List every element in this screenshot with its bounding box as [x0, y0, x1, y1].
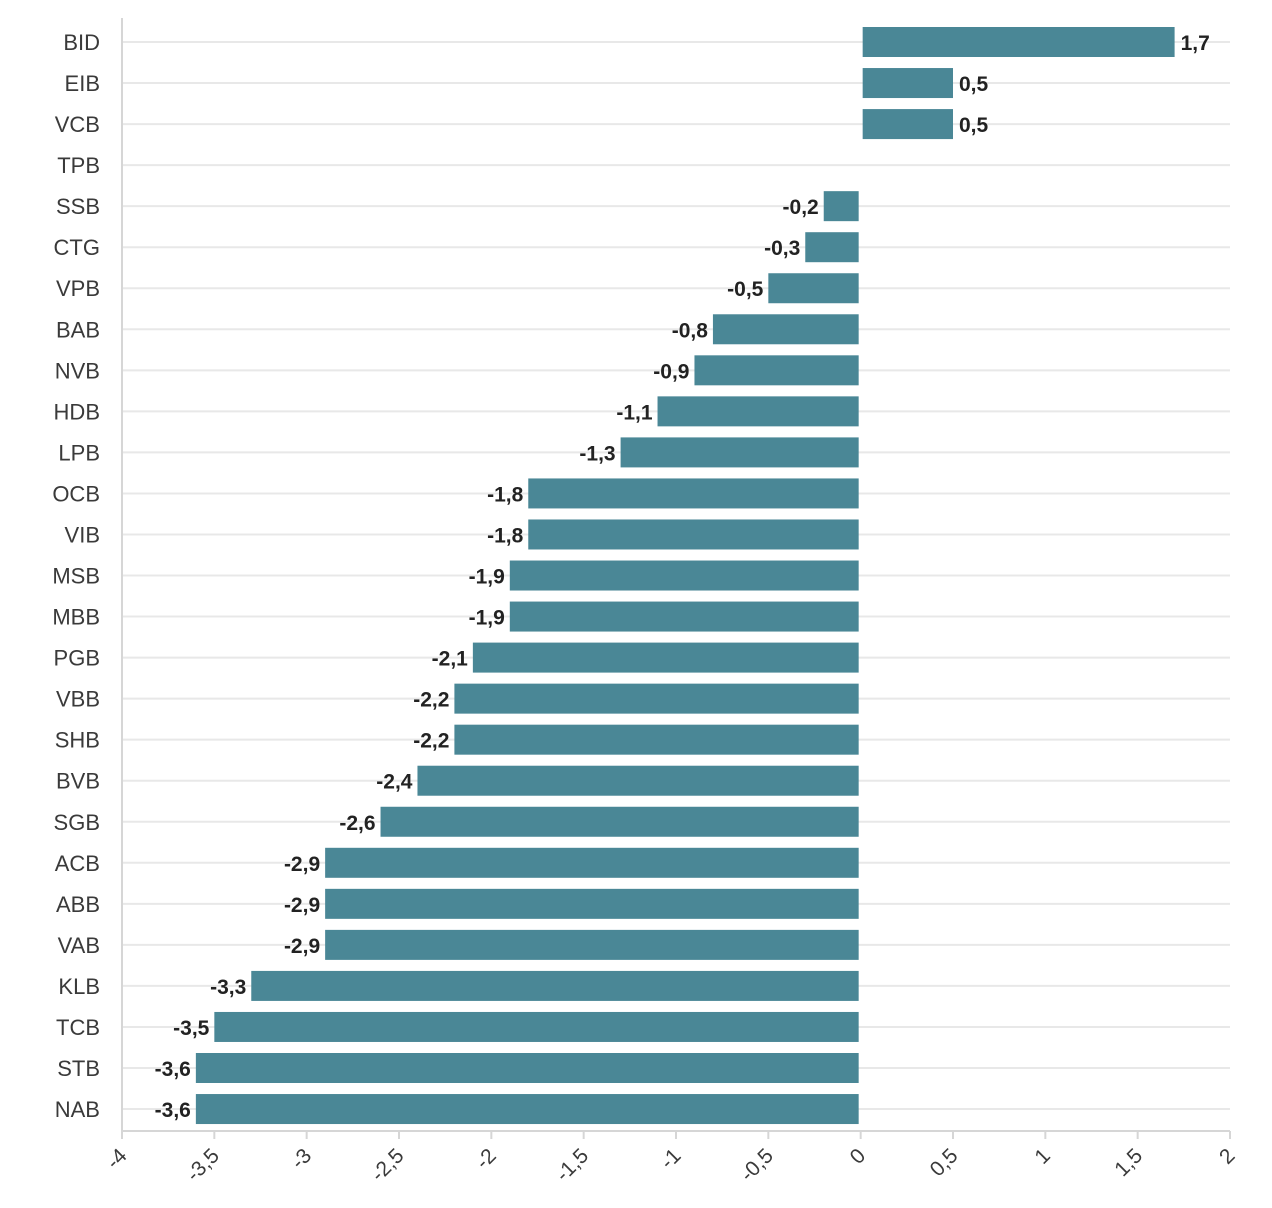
value-label-bab: -0,8	[672, 319, 709, 342]
category-label-ctg: CTG	[54, 235, 100, 260]
x-tick-label: -2,5	[367, 1144, 409, 1186]
category-label-ocb: OCB	[52, 481, 100, 506]
value-label-nvb: -0,9	[653, 360, 689, 383]
category-label-abb: ABB	[56, 892, 100, 917]
value-label-stb: -3,6	[155, 1058, 191, 1081]
category-label-mbb: MBB	[52, 605, 100, 630]
category-label-acb: ACB	[55, 851, 100, 876]
value-label-tcb: -3,5	[173, 1017, 210, 1040]
category-label-vcb: VCB	[55, 112, 100, 137]
bar-nvb	[694, 355, 859, 386]
value-label-acb: -2,9	[284, 853, 320, 876]
x-tick-label: -4	[102, 1144, 132, 1174]
category-label-vbb: VBB	[56, 687, 100, 712]
value-label-sgb: -2,6	[339, 812, 375, 835]
bar-shb	[454, 724, 859, 755]
category-labels: BID EIB VCB TPB SSB CTG VPB BAB NVB HDB LPB OCB VIB M…	[52, 30, 100, 1122]
bar-vab	[325, 929, 859, 960]
value-label-ctg: -0,3	[764, 237, 800, 260]
category-label-klb: KLB	[58, 974, 100, 999]
category-label-shb: SHB	[55, 728, 100, 753]
value-label-nab: -3,6	[155, 1099, 191, 1122]
category-label-eib: EIB	[65, 71, 100, 96]
bar-vpb	[768, 273, 859, 304]
category-label-bvb: BVB	[56, 769, 100, 794]
bar-vcb	[862, 109, 953, 140]
value-label-ocb: -1,8	[487, 483, 524, 506]
bar-vbb	[454, 683, 859, 714]
value-label-lpb: -1,3	[579, 442, 615, 465]
bars	[195, 27, 1175, 1125]
category-label-pgb: PGB	[54, 646, 100, 671]
value-label-mbb: -1,9	[469, 607, 505, 630]
x-tick-label: 0	[846, 1144, 871, 1169]
value-label-bvb: -2,4	[376, 771, 413, 794]
value-label-ssb: -0,2	[783, 196, 819, 219]
x-tick-label: 1	[1030, 1144, 1055, 1169]
value-label-hdb: -1,1	[616, 401, 653, 424]
value-label-msb: -1,9	[469, 566, 505, 589]
bar-bvb	[417, 765, 859, 796]
category-label-bab: BAB	[56, 317, 100, 342]
bar-tcb	[214, 1011, 859, 1042]
category-label-lpb: LPB	[58, 440, 100, 465]
bar-ssb	[823, 191, 859, 222]
bar-acb	[325, 847, 859, 878]
category-label-vab: VAB	[58, 933, 100, 958]
x-tick-label: -1,5	[551, 1144, 593, 1186]
category-label-hdb: HDB	[54, 399, 100, 424]
value-label-pgb: -2,1	[432, 648, 469, 671]
bar-mbb	[509, 601, 859, 632]
category-label-msb: MSB	[52, 564, 100, 589]
category-label-ssb: SSB	[56, 194, 100, 219]
bar-klb	[251, 970, 859, 1001]
category-label-nab: NAB	[55, 1097, 100, 1122]
value-label-vbb: -2,2	[413, 689, 449, 712]
bar-bab	[712, 314, 859, 345]
x-tick-label: -3	[287, 1144, 316, 1173]
value-label-klb: -3,3	[210, 976, 246, 999]
x-tick-label: -1	[656, 1144, 685, 1173]
category-label-tpb: TPB	[57, 153, 100, 178]
value-label-vcb: 0,5	[959, 114, 989, 137]
value-label-vab: -2,9	[284, 935, 320, 958]
x-tick-label: 1,5	[1110, 1144, 1147, 1181]
value-label-eib: 0,5	[959, 73, 989, 96]
category-label-bid: BID	[63, 30, 100, 55]
bar-pgb	[472, 642, 859, 673]
bar-nab	[195, 1094, 859, 1125]
x-tick-label: -3,5	[182, 1144, 224, 1186]
category-label-vpb: VPB	[56, 276, 100, 301]
bar-sgb	[380, 806, 859, 837]
x-tick-label: 2	[1215, 1144, 1240, 1169]
bar-eib	[862, 68, 953, 99]
bar-ocb	[528, 478, 859, 509]
value-label-vpb: -0,5	[727, 278, 764, 301]
bar-msb	[509, 560, 859, 591]
x-tick-label: -2	[471, 1144, 500, 1173]
value-label-bid: 1,7	[1181, 32, 1210, 55]
bar-bid	[862, 27, 1175, 57]
category-label-sgb: SGB	[54, 810, 100, 835]
bar-stb	[195, 1053, 859, 1083]
value-label-abb: -2,9	[284, 894, 320, 917]
value-labels: 1,7 0,5 0,5 -0,2 -0,3-0,5 -0,8 -0,9-1,1-1,3 -1,…	[155, 32, 1210, 1122]
category-label-stb: STB	[57, 1056, 100, 1081]
value-label-vib: -1,8	[487, 524, 524, 547]
x-tick-label: -0,5	[736, 1144, 778, 1186]
bar-abb	[325, 888, 859, 919]
bar-lpb	[620, 437, 859, 468]
bar-vib	[528, 519, 859, 550]
bar-ctg	[805, 232, 859, 263]
category-label-tcb: TCB	[56, 1015, 100, 1040]
x-tick-label: 0,5	[926, 1144, 963, 1181]
category-label-vib: VIB	[65, 522, 100, 547]
value-label-shb: -2,2	[413, 730, 449, 753]
category-label-nvb: NVB	[55, 358, 100, 383]
bar-hdb	[657, 396, 859, 427]
